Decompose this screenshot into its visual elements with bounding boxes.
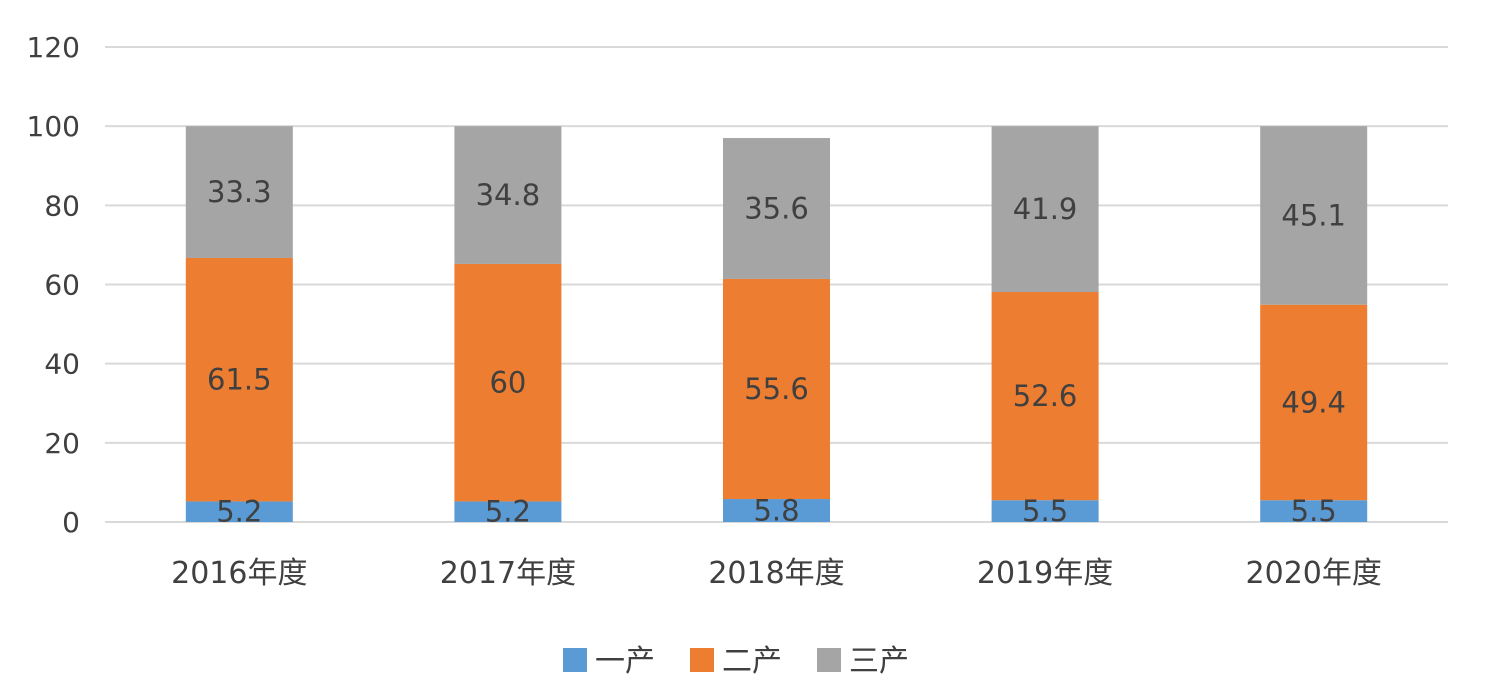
bar-segment-3-2 <box>454 126 562 264</box>
data-label: 5.5 <box>1291 494 1337 528</box>
data-label: 5.2 <box>216 495 262 529</box>
data-labels: 5.2 61.5 33.3 5.2 60 34.8 5.8 55.6 35.6 5.5 52.6 41… <box>207 175 1346 529</box>
legend-label: 二产 <box>722 644 782 679</box>
y-tick-label: 20 <box>44 427 80 460</box>
data-label: 33.3 <box>207 175 272 209</box>
data-label: 45.1 <box>1281 198 1346 232</box>
bar-segment-1-5 <box>1260 500 1368 522</box>
bar-segment-2-5 <box>1260 304 1368 501</box>
y-tick-label: 0 <box>62 506 80 539</box>
legend-label: 一产 <box>595 644 655 679</box>
legend-label: 三产 <box>849 644 909 679</box>
x-tick-label: 2016年度 <box>171 556 307 591</box>
data-label: 34.8 <box>476 178 541 212</box>
data-label: 61.5 <box>207 363 272 397</box>
x-tick-label: 2017年度 <box>440 556 576 591</box>
data-label: 52.6 <box>1013 379 1078 413</box>
x-tick-label: 2018年度 <box>708 556 844 591</box>
x-tick-label: 2019年度 <box>977 556 1113 591</box>
bars <box>185 126 1368 522</box>
bar-segment-2-3 <box>723 278 830 500</box>
data-label: 35.6 <box>744 192 809 226</box>
bar-segment-2-4 <box>991 292 1099 501</box>
x-axis: 2016年度 2017年度 2018年度 2019年度 2020年度 <box>171 556 1382 591</box>
data-label: 5.8 <box>753 494 799 528</box>
bar-segment-2-1 <box>185 257 293 502</box>
data-label: 41.9 <box>1013 192 1078 226</box>
legend-swatch <box>817 648 841 672</box>
legend-swatch <box>690 648 714 672</box>
legend: 一产 二产 三产 <box>563 644 909 679</box>
x-tick-label: 2020年度 <box>1246 556 1382 591</box>
y-tick-label: 80 <box>44 189 80 222</box>
data-label: 49.4 <box>1281 385 1346 419</box>
y-tick-label: 40 <box>44 348 80 381</box>
bar-segment-1-1 <box>185 501 293 522</box>
data-label: 55.6 <box>744 372 809 406</box>
bar-segment-3-1 <box>185 126 293 258</box>
bar-segment-2-2 <box>454 263 562 502</box>
legend-swatch <box>563 648 587 672</box>
bar-segment-1-4 <box>991 500 1099 522</box>
y-tick-label: 60 <box>44 269 80 302</box>
bar-segment-3-5 <box>1260 126 1368 305</box>
y-axis: 0 20 40 60 80 100 120 <box>27 31 80 539</box>
bar-segment-1-3 <box>723 499 830 522</box>
data-label: 5.2 <box>485 495 531 529</box>
bar-segment-3-3 <box>723 138 830 279</box>
data-label: 5.5 <box>1022 494 1068 528</box>
bar-segment-3-4 <box>991 126 1099 293</box>
y-tick-label: 100 <box>27 110 80 143</box>
y-tick-label: 120 <box>27 31 80 64</box>
bar-segment-1-2 <box>454 501 562 522</box>
data-label: 60 <box>489 366 526 400</box>
